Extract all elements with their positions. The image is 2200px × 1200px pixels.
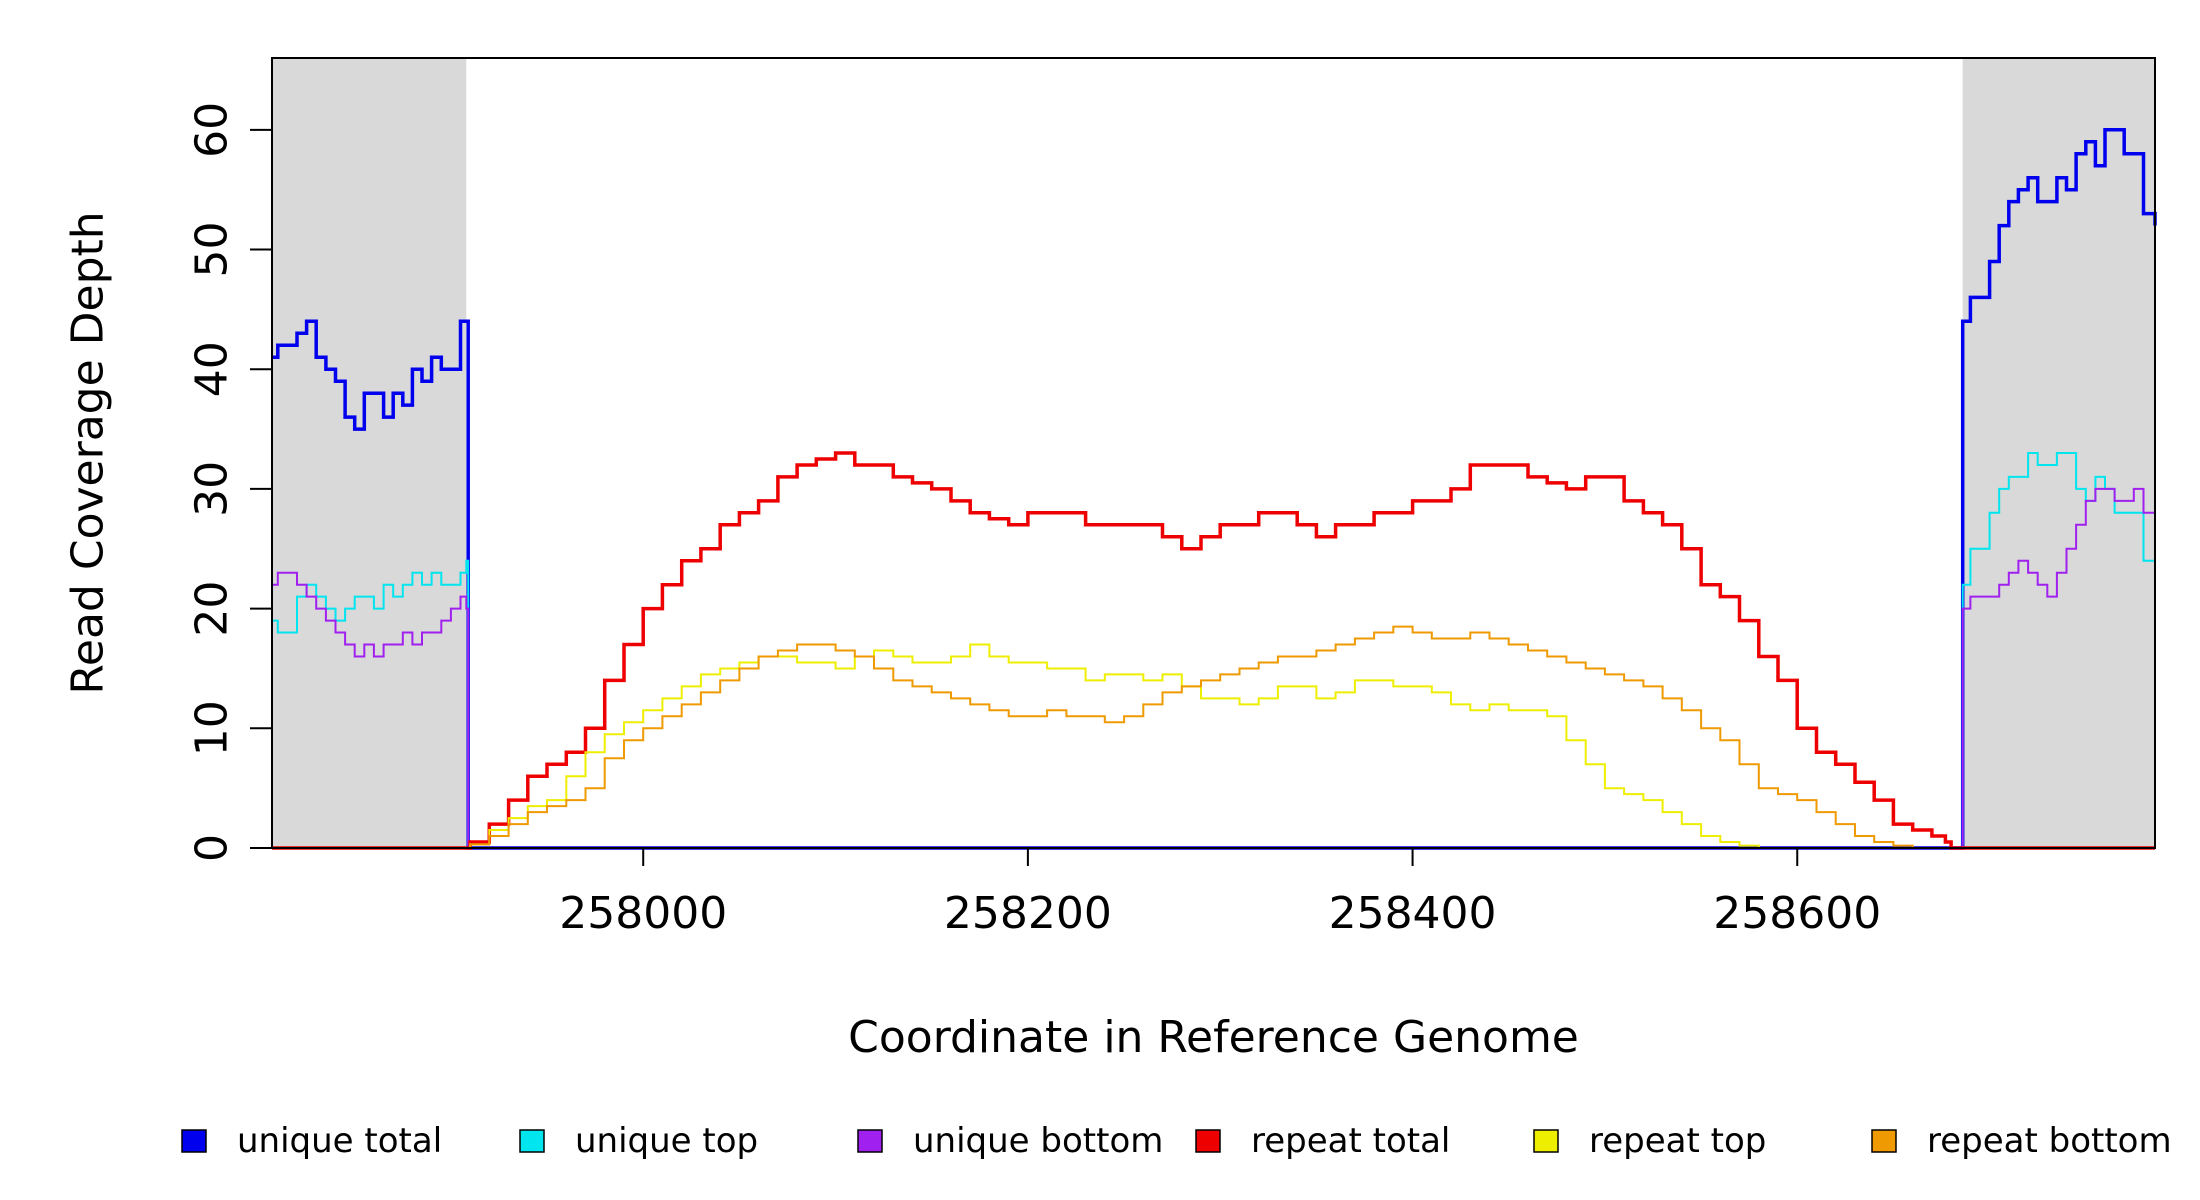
y-axis: 0 10 20 30 40 50 60 [187,102,272,862]
y-tick-label: 10 [187,700,238,756]
x-axis-title: Coordinate in Reference Genome [848,1012,1579,1063]
x-tick-label: 258600 [1713,888,1881,939]
legend-swatch-repeat-top [1533,1129,1559,1153]
legend-label-unique-total: unique total [237,1121,442,1161]
legend-label-repeat-top: repeat top [1589,1121,1766,1161]
x-tick-label: 258000 [559,888,727,939]
legend-label-repeat-bottom: repeat bottom [1927,1121,2172,1161]
series-line-unique-total [272,128,2157,850]
y-tick-label: 20 [187,581,238,637]
y-tick-label: 60 [187,102,238,158]
series-line-unique-top [272,452,2155,849]
shaded-regions [272,58,2155,848]
plot-frame [271,57,2156,849]
series-lines [272,128,2157,850]
legend: unique total unique top unique bottom repea… [181,1121,2172,1161]
series-line-repeat-top [272,643,2155,849]
y-tick-label: 30 [187,461,238,517]
shaded-region-1 [272,58,467,848]
legend-swatch-repeat-total [1195,1129,1221,1153]
x-tick-label: 258200 [944,888,1112,939]
y-axis-title: Read Coverage Depth [63,211,114,694]
series-line-repeat-total [272,451,2155,850]
y-tick-label: 50 [187,222,238,278]
legend-swatch-unique-bottom [857,1129,883,1153]
series-line-unique-bottom [272,487,2155,849]
legend-label-repeat-total: repeat total [1251,1121,1450,1161]
legend-swatch-unique-total [181,1129,207,1153]
legend-label-unique-bottom: unique bottom [913,1121,1163,1161]
series-line-repeat-bottom [272,625,2155,849]
x-tick-label: 258400 [1329,888,1497,939]
y-tick-label: 40 [187,341,238,397]
legend-swatch-repeat-bottom [1871,1129,1897,1153]
legend-label-unique-top: unique top [575,1121,758,1161]
x-axis: 258000 258200 258400 258600 [559,848,1881,939]
y-tick-label: 0 [187,834,238,862]
legend-swatch-unique-top [519,1129,545,1153]
